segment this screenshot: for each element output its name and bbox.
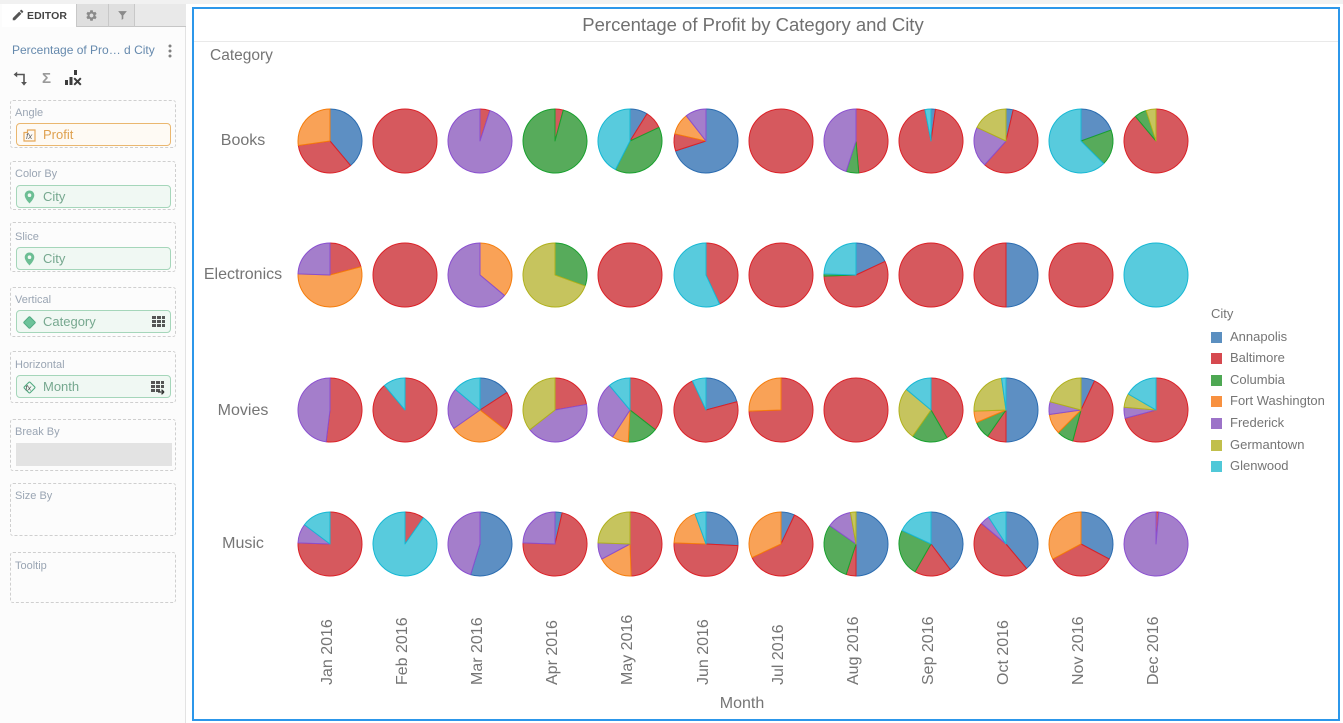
svg-text:fx: fx [25, 383, 31, 392]
svg-text:fx: fx [26, 132, 33, 141]
